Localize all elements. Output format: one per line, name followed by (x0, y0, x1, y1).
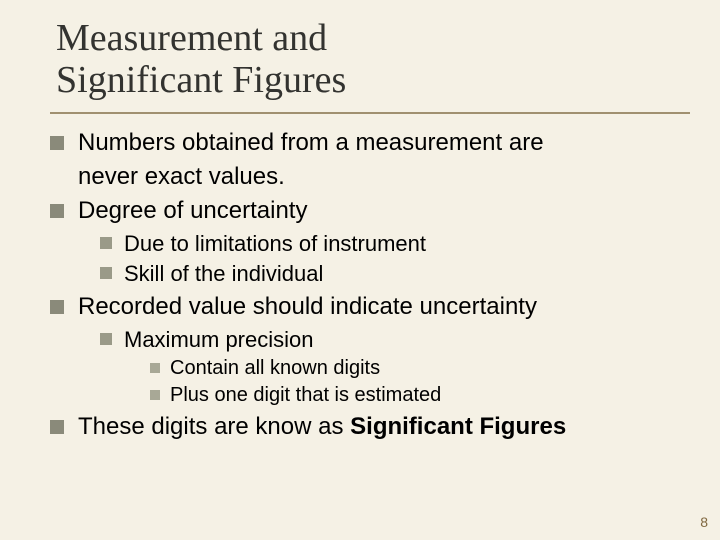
bullet-1-line-b: never exact values. (78, 163, 285, 190)
bullet-1: Numbers obtained from a measurement are (50, 128, 684, 158)
bullet-3-1-2: Plus one digit that is estimated (150, 383, 684, 408)
bullet-2-2: Skill of the individual (100, 260, 684, 288)
slide: Measurement and Significant Figures Numb… (0, 0, 720, 540)
bullet-2-2-text: Skill of the individual (124, 261, 323, 286)
bullet-1-cont: never exact values. (50, 162, 684, 192)
bullet-3-1-text: Maximum precision (124, 327, 314, 352)
bullet-4-pre: These digits are know as (78, 413, 350, 440)
slide-title: Measurement and Significant Figures (56, 18, 684, 102)
bullet-3-1-1: Contain all known digits (150, 356, 684, 381)
bullet-3: Recorded value should indicate uncertain… (50, 292, 684, 322)
bullet-3-1-1-text: Contain all known digits (170, 357, 380, 379)
bullet-2: Degree of uncertainty (50, 196, 684, 226)
title-underline (50, 112, 690, 114)
bullet-4-bold: Significant Figures (350, 413, 566, 440)
bullet-3-text: Recorded value should indicate uncertain… (78, 293, 537, 320)
title-line-2: Significant Figures (56, 59, 346, 101)
bullet-2-text: Degree of uncertainty (78, 197, 307, 224)
bullet-1-line-a: Numbers obtained from a measurement are (78, 129, 544, 156)
bullet-2-1: Due to limitations of instrument (100, 230, 684, 258)
bullet-3-1-2-text: Plus one digit that is estimated (170, 384, 441, 406)
title-line-1: Measurement and (56, 17, 327, 59)
bullet-4: These digits are know as Significant Fig… (50, 412, 684, 442)
bullet-3-1: Maximum precision (100, 326, 684, 354)
bullet-2-1-text: Due to limitations of instrument (124, 231, 426, 256)
page-number: 8 (700, 514, 708, 530)
